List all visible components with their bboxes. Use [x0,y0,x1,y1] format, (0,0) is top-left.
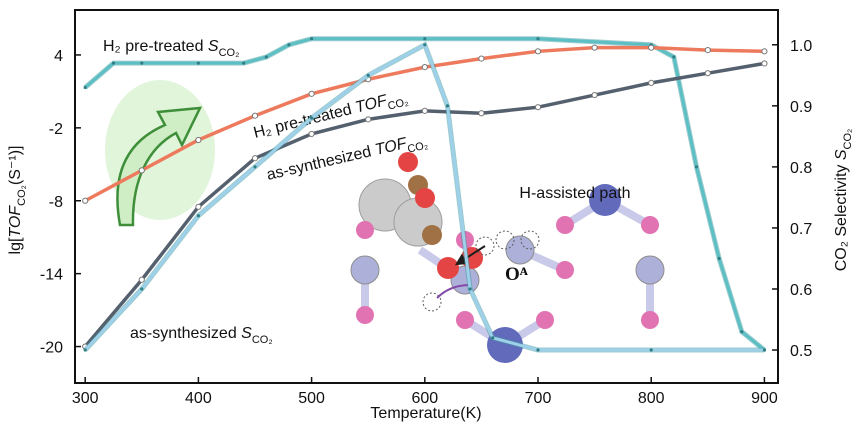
point [705,71,710,76]
point [196,204,201,209]
point [422,65,427,70]
point [196,137,201,142]
point [140,62,143,65]
y-tick-label: -20 [40,340,63,357]
point [140,287,143,290]
point [535,105,540,110]
point [536,37,539,40]
label-subscript: CO₂ [387,96,410,113]
point [253,165,256,168]
x-tick-label: 400 [185,390,212,407]
point [366,117,371,122]
y2-tick-label: 0.5 [790,343,812,360]
point [423,43,426,46]
point [197,214,200,217]
y-tick-label: 4 [54,48,63,65]
point [84,348,87,351]
point [242,62,245,65]
label-italic: S [241,325,252,342]
point [718,257,721,260]
point [695,165,698,168]
point [423,37,426,40]
y2-tick-label: 0.6 [790,282,812,299]
y-tick-label: -2 [49,121,63,138]
point [535,49,540,54]
x-tick-label: 700 [525,390,552,407]
label-tail: (S⁻¹)] [7,146,24,186]
label-subscript: CO₂ [219,47,240,59]
point [252,156,257,161]
label-text: CO₂ Selectivity [833,160,850,271]
y-tick-label: -8 [49,194,63,211]
point [310,37,313,40]
point [112,62,115,65]
point [367,74,370,77]
x-tick-label: 800 [638,390,665,407]
y-axis-label: lg[TOFCO₂(S⁻¹)] [7,146,28,255]
label-italic: S [208,38,219,55]
label-text: lg[ [7,237,24,254]
point [252,113,257,118]
point [649,80,654,85]
x-axis-label: Temperature(K) [370,405,481,422]
point [762,49,767,54]
y2-tick-label: 0.9 [790,99,812,116]
point [309,91,314,96]
point [672,55,675,58]
label-italic: TOF [7,205,24,238]
label-subscript: CO₂ [842,129,854,150]
label-italic: TOF [354,92,390,116]
inset-atom-label: Oᴬ [505,264,529,285]
y2-tick-label: 0.8 [790,160,812,177]
point [740,330,743,333]
y2-tick-label: 0.7 [790,221,812,238]
x-tick-label: 500 [298,390,325,407]
x-tick-label: 300 [72,390,99,407]
inset-title: H-assisted path [519,185,630,202]
point [287,43,290,46]
y-tick-label: -14 [40,267,63,284]
point [649,45,654,50]
point [468,287,471,290]
trend-arrow [105,80,215,225]
chart: Temperature(K) lg[TOFCO₂(S⁻¹)] CO₂ Selec… [0,0,857,430]
point [265,55,268,58]
point [139,168,144,173]
label-text: H₂ pre-treated [103,38,208,55]
point [479,111,484,116]
label-subscript: CO₂ [406,139,429,155]
point [479,56,484,61]
point [197,62,200,65]
point [422,108,427,113]
label-text: as-synthesized [130,325,241,342]
point [592,45,597,50]
y2-axis-label: CO₂ Selectivity SCO₂ [833,129,854,272]
point [650,348,653,351]
x-tick-label: 600 [411,390,438,407]
label-subscript: CO₂ [252,334,273,346]
point [705,47,710,52]
point [592,92,597,97]
point [536,348,539,351]
point [491,336,494,339]
point [763,348,766,351]
point [310,116,313,119]
point [762,61,767,66]
series-label: as-synthesized SCO₂ [130,325,273,346]
point [446,104,449,107]
label-subscript: CO₂ [16,185,28,206]
x-tick-label: 900 [751,390,778,407]
series-label: H₂ pre-treated SCO₂ [103,38,239,59]
point [83,198,88,203]
point [84,86,87,89]
molecule-inset [351,152,664,363]
point [309,131,314,136]
point [139,277,144,282]
y2-tick-label: 1.0 [790,38,812,55]
label-italic: S [833,149,850,160]
